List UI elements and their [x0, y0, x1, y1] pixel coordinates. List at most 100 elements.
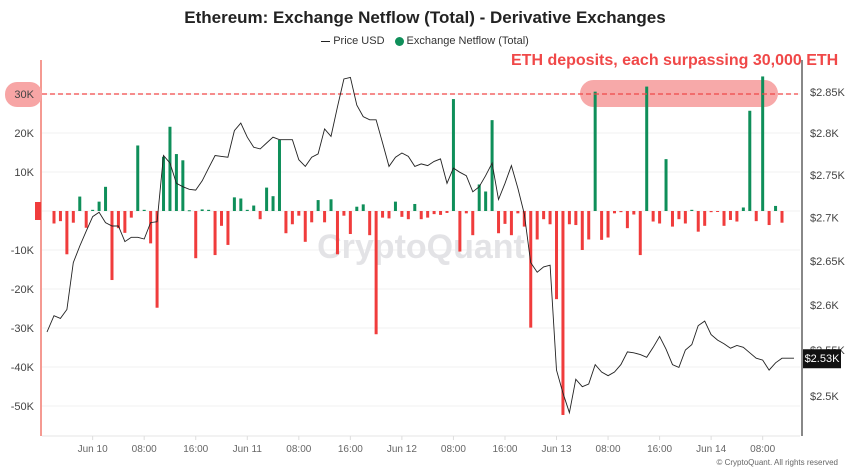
netflow-bar [123, 211, 127, 233]
netflow-bar [445, 211, 449, 213]
netflow-bar [645, 86, 649, 211]
netflow-bar [651, 211, 655, 222]
netflow-bar [387, 211, 391, 219]
netflow-bar [419, 211, 423, 220]
netflow-bar [464, 211, 468, 214]
y-left-tick-label: -40K [11, 362, 35, 374]
netflow-bar [709, 211, 713, 213]
netflow-bar [252, 205, 256, 211]
netflow-bar [284, 211, 288, 234]
netflow-bar [84, 211, 88, 228]
netflow-bar [484, 191, 488, 211]
netflow-bar [58, 211, 62, 222]
netflow-bar [696, 211, 700, 232]
netflow-bar [638, 211, 642, 256]
x-tick-label: Jun 14 [696, 444, 726, 455]
netflow-bar [625, 211, 629, 229]
watermark: CryptoQuant [317, 228, 525, 266]
legend-price-label[interactable]: Price USD [333, 35, 385, 48]
netflow-bar [52, 211, 56, 224]
legend-price-line-icon [321, 40, 331, 42]
netflow-bar [432, 211, 436, 215]
legend-netflow-dot-icon [394, 36, 404, 46]
netflow-bar [97, 201, 101, 211]
netflow-bar [426, 211, 430, 218]
netflow-bar [458, 211, 462, 252]
netflow-bar [335, 211, 339, 255]
netflow-bar [316, 200, 320, 211]
netflow-bar [503, 211, 507, 224]
netflow-bar [187, 210, 191, 212]
netflow-bar [606, 211, 610, 238]
y-right-tick-label: $2.8K [810, 128, 839, 140]
netflow-bar [155, 211, 159, 308]
x-tick-label: 08:00 [132, 444, 157, 455]
netflow-bar [355, 206, 359, 211]
netflow-bar [754, 211, 758, 222]
x-tick-label: 16:00 [183, 444, 208, 455]
x-tick-label: 16:00 [647, 444, 672, 455]
netflow-bar [516, 211, 520, 214]
netflow-bar [277, 140, 281, 211]
netflow-bar [567, 211, 571, 225]
y-right-tick-label: $2.6K [810, 300, 839, 312]
netflow-bar [677, 211, 681, 220]
netflow-bar [548, 211, 552, 225]
chart-title: Ethereum: Exchange Netflow (Total) - Der… [184, 8, 666, 27]
netflow-bar [497, 211, 501, 234]
netflow-bar [555, 211, 559, 300]
netflow-bar [348, 211, 352, 235]
netflow-bar [329, 199, 333, 211]
netflow-bar [683, 211, 687, 224]
netflow-bar [361, 204, 365, 211]
netflow-bar [207, 209, 211, 211]
netflow-bar [400, 211, 404, 217]
netflow-bar [406, 211, 410, 220]
netflow-bar [703, 211, 707, 226]
highlight-region [580, 80, 778, 107]
y-right-tick-label: $2.5K [810, 391, 839, 403]
netflow-bar [561, 211, 565, 415]
y-left-tick-label: 30K [14, 89, 34, 101]
netflow-bar [735, 211, 739, 222]
annotation-text: ETH deposits, each surpassing 30,000 ETH [511, 52, 839, 69]
netflow-bar [181, 160, 185, 211]
netflow-bar [522, 211, 526, 227]
netflow-bar [780, 211, 784, 223]
netflow-bar [168, 126, 172, 211]
netflow-bar [342, 211, 346, 216]
netflow-bar [142, 209, 146, 211]
netflow-bar [632, 211, 636, 215]
zero-marker [35, 202, 41, 220]
netflow-bar [104, 186, 108, 211]
netflow-bar [129, 211, 133, 218]
netflow-bar [774, 205, 778, 211]
netflow-bar [716, 211, 720, 212]
netflow-bar [110, 211, 114, 281]
x-tick-label: 08:00 [596, 444, 621, 455]
netflow-bar [136, 145, 140, 211]
netflow-bar [245, 209, 249, 211]
netflow-bar [509, 211, 513, 236]
netflow-bar [116, 211, 120, 229]
y-left-tick-label: 10K [14, 167, 34, 179]
netflow-bar [574, 211, 578, 226]
y-left-tick-label: -30K [11, 323, 35, 335]
netflow-bar [323, 211, 327, 223]
netflow-bar [310, 211, 314, 223]
netflow-bar [451, 99, 455, 211]
netflow-bar [587, 211, 591, 240]
netflow-bar [381, 211, 385, 218]
netflow-bar [213, 211, 217, 256]
netflow-bar [78, 196, 82, 211]
reference-label-pill [5, 82, 42, 107]
netflow-bar [728, 211, 732, 220]
y-left-tick-label: -20K [11, 284, 35, 296]
legend-netflow-label[interactable]: Exchange Netflow (Total) [406, 35, 529, 48]
x-tick-label: 08:00 [441, 444, 466, 455]
x-tick-label: Jun 12 [387, 444, 417, 455]
netflow-bar [374, 211, 378, 335]
netflow-bar [612, 211, 616, 214]
y-right-tick-label: $2.75K [810, 170, 846, 182]
